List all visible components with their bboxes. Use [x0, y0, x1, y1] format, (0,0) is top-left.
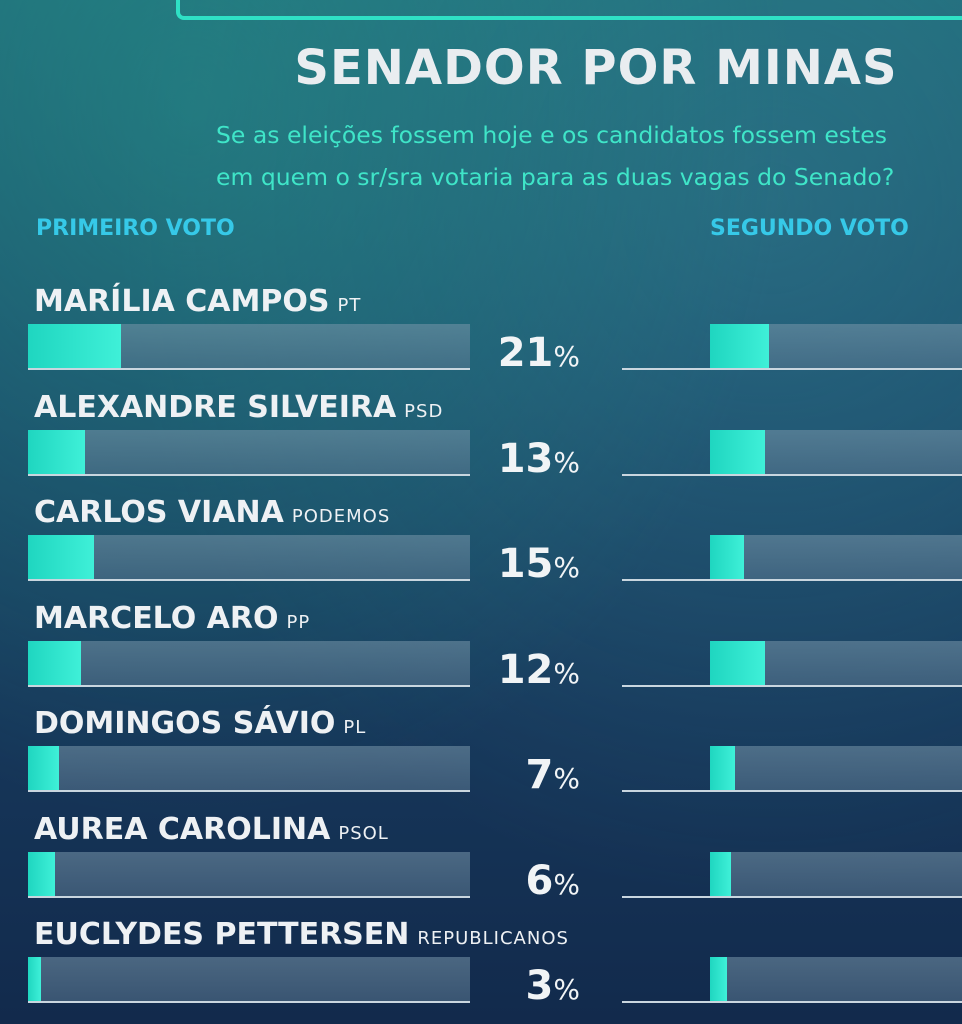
candidate-row: AUREA CAROLINA PSOL 6% — [0, 812, 962, 917]
value-number: 12 — [497, 646, 554, 693]
first-vote-bar — [28, 324, 121, 368]
chart-title: SENADOR POR MINAS — [294, 40, 898, 96]
candidate-party: PODEMOS — [291, 506, 391, 527]
first-vote-bar — [28, 957, 42, 1001]
second-vote-bar — [710, 429, 765, 474]
candidate-party: REPUBLICANOS — [417, 928, 569, 949]
first-vote-track — [28, 957, 470, 1003]
candidate-name-text: MARÍLIA CAMPOS — [34, 284, 330, 319]
second-vote-track — [710, 957, 962, 1003]
value-unit: % — [553, 340, 580, 373]
second-vote-bar — [710, 535, 744, 579]
candidate-row: EUCLYDES PETTERSEN REPUBLICANOS 3% — [0, 917, 962, 1022]
first-vote-value-label: 13% — [470, 436, 580, 482]
value-unit: % — [553, 762, 580, 795]
candidate-name: MARCELO ARO PP — [34, 601, 310, 636]
second-vote-track — [710, 746, 962, 792]
first-vote-value-label: 12% — [470, 647, 580, 693]
candidate-row: ALEXANDRE SILVEIRA PSD 13% — [0, 390, 962, 495]
second-vote-baseline — [622, 895, 710, 898]
candidate-name: DOMINGOS SÁVIO PL — [34, 706, 366, 741]
value-number: 15 — [497, 541, 554, 587]
value-number: 13 — [497, 435, 554, 482]
candidate-row: MARÍLIA CAMPOS PT 21% — [0, 284, 962, 389]
second-vote-baseline — [622, 368, 710, 370]
candidate-name-text: CARLOS VIANA — [34, 495, 284, 530]
candidate-name: ALEXANDRE SILVEIRA PSD — [34, 390, 443, 425]
first-vote-bar — [28, 429, 86, 474]
candidate-party: PSD — [404, 400, 444, 422]
candidate-name-text: MARCELO ARO — [34, 600, 279, 636]
candidate-name-text: EUCLYDES PETTERSEN — [34, 917, 410, 952]
candidate-party: PP — [286, 611, 311, 633]
second-vote-track — [710, 851, 962, 898]
candidate-name-text: AUREA CAROLINA — [34, 811, 331, 847]
column-header-second-vote: SEGUNDO VOTO — [710, 216, 909, 241]
first-vote-value-label: 21% — [470, 330, 580, 376]
second-vote-bar — [710, 957, 727, 1001]
first-vote-value-label: 7% — [470, 752, 580, 798]
candidate-name: EUCLYDES PETTERSEN REPUBLICANOS — [34, 917, 569, 952]
first-vote-value-label: 6% — [470, 858, 580, 904]
second-vote-baseline — [622, 790, 710, 792]
subtitle-line-2: em quem o sr/sra votaria para as duas va… — [216, 163, 895, 191]
candidate-row: CARLOS VIANA PODEMOS 15% — [0, 495, 962, 600]
second-vote-baseline — [622, 684, 710, 687]
candidate-name-text: DOMINGOS SÁVIO — [34, 706, 336, 741]
value-number: 7 — [525, 752, 554, 798]
second-vote-bar — [710, 324, 769, 368]
second-vote-baseline — [622, 579, 710, 581]
first-vote-track — [28, 324, 470, 370]
second-vote-track — [710, 640, 962, 687]
candidate-name: MARÍLIA CAMPOS PT — [34, 284, 361, 319]
first-vote-bar — [28, 640, 82, 685]
candidate-row: MARCELO ARO PP 12% — [0, 601, 962, 706]
first-vote-value-label: 3% — [470, 963, 580, 1009]
candidate-party: PL — [343, 717, 367, 738]
second-vote-bar — [710, 851, 731, 896]
top-frame-line — [176, 0, 962, 20]
second-vote-baseline — [622, 1001, 710, 1003]
value-unit: % — [553, 445, 580, 479]
subtitle-line-1: Se as eleições fossem hoje e os candidat… — [216, 121, 887, 149]
first-vote-bar — [28, 851, 55, 896]
first-vote-bar — [28, 535, 95, 579]
candidate-name: AUREA CAROLINA PSOL — [34, 812, 389, 847]
chart-subtitle: Se as eleições fossem hoje e os candidat… — [216, 114, 962, 198]
candidate-row: DOMINGOS SÁVIO PL 7% — [0, 706, 962, 811]
candidate-name-text: ALEXANDRE SILVEIRA — [34, 389, 397, 425]
first-vote-track — [28, 535, 470, 581]
value-unit: % — [553, 973, 580, 1006]
first-vote-bar — [28, 746, 59, 790]
candidate-party: PT — [337, 295, 362, 316]
first-vote-track — [28, 746, 470, 792]
second-vote-track — [710, 429, 962, 476]
second-vote-bar — [710, 640, 765, 685]
value-number: 21 — [497, 330, 554, 376]
first-vote-track — [28, 429, 470, 476]
second-vote-track — [710, 324, 962, 370]
second-vote-track — [710, 535, 962, 581]
first-vote-value-label: 15% — [470, 541, 580, 587]
value-number: 6 — [525, 857, 554, 904]
value-unit: % — [553, 867, 580, 901]
value-unit: % — [553, 551, 580, 584]
value-unit: % — [553, 656, 580, 690]
column-header-first-vote: PRIMEIRO VOTO — [36, 216, 235, 241]
value-number: 3 — [525, 963, 554, 1009]
first-vote-track — [28, 851, 470, 898]
second-vote-baseline — [622, 473, 710, 476]
candidate-name: CARLOS VIANA PODEMOS — [34, 495, 390, 530]
second-vote-bar — [710, 746, 736, 790]
first-vote-track — [28, 640, 470, 687]
candidate-party: PSOL — [338, 822, 389, 844]
